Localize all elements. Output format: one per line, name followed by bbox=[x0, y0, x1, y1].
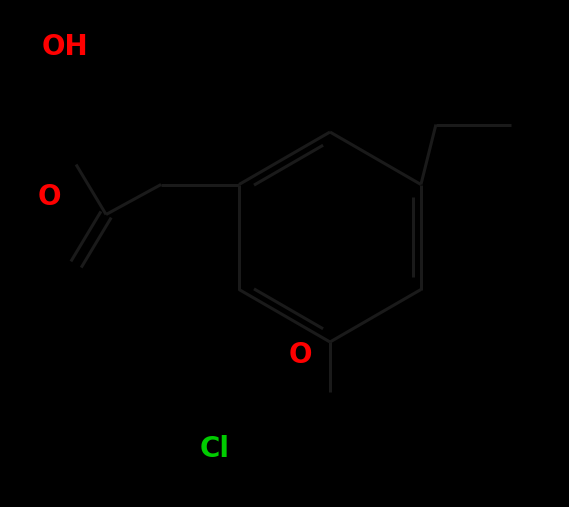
Text: O: O bbox=[288, 341, 312, 369]
Text: O: O bbox=[38, 183, 61, 211]
Text: Cl: Cl bbox=[200, 435, 230, 463]
Text: OH: OH bbox=[42, 33, 89, 61]
